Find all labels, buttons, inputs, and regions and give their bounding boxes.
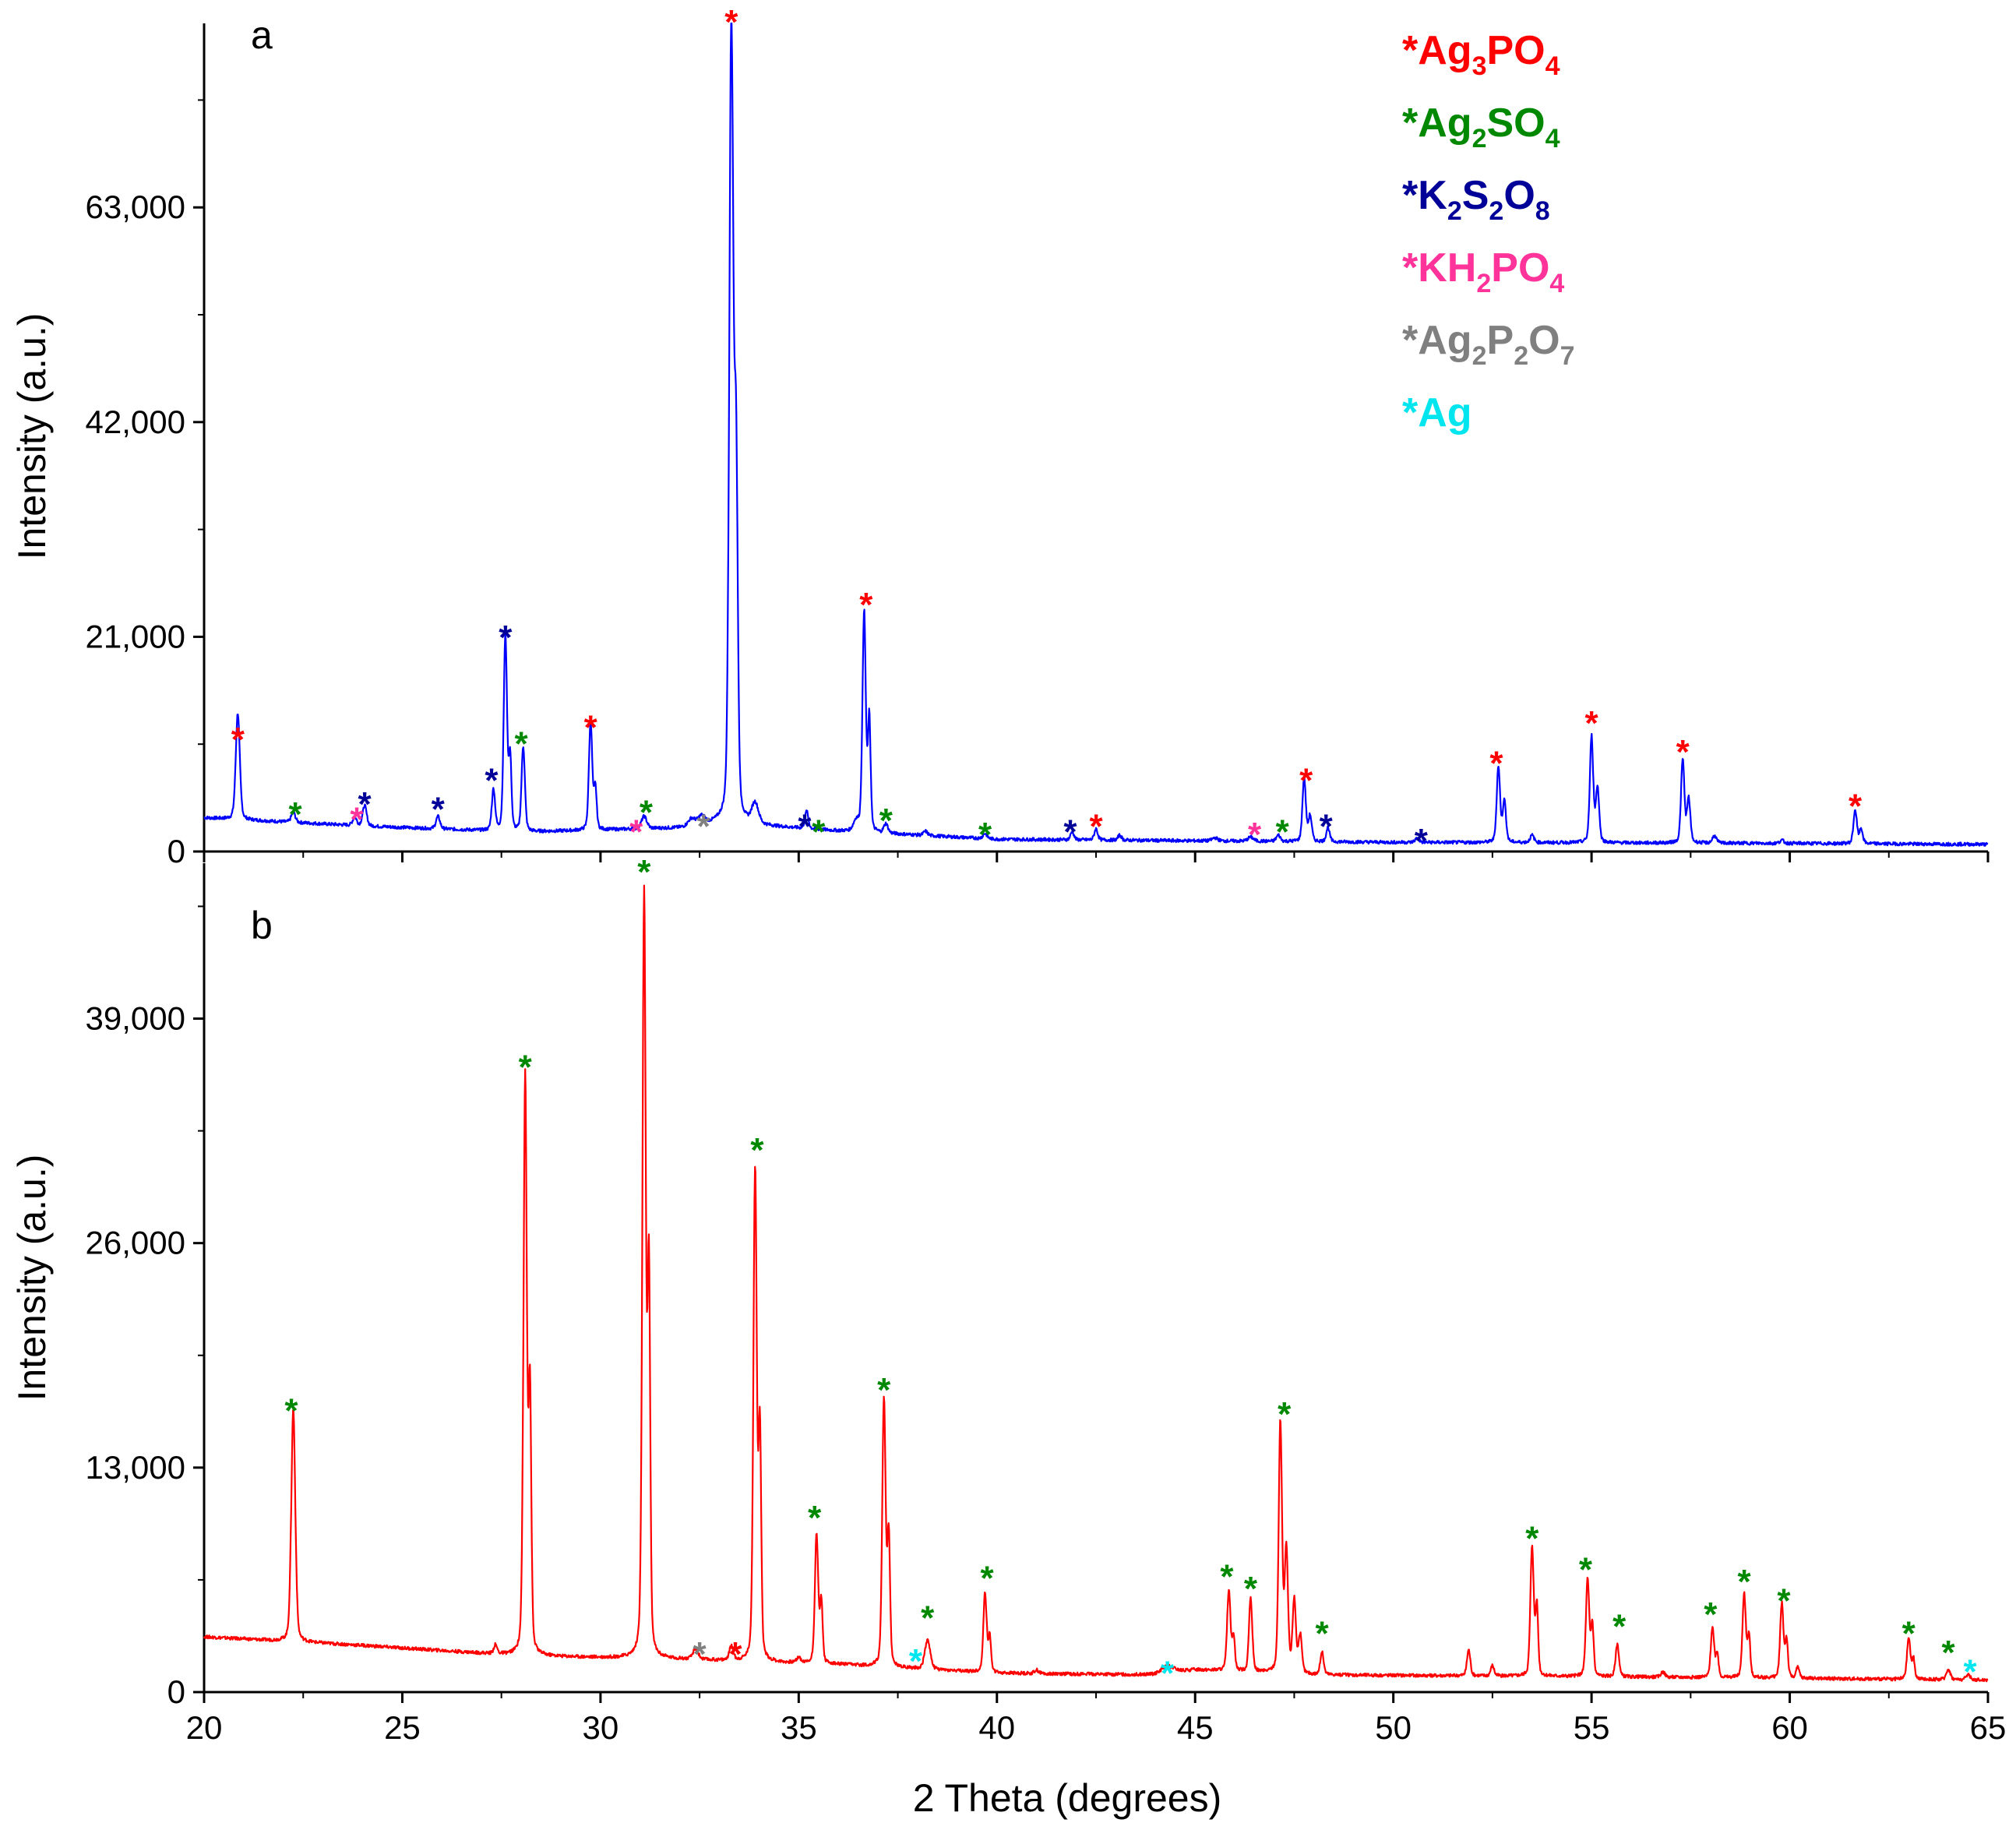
peak-marker: * bbox=[499, 619, 513, 657]
xrd-pattern-line bbox=[203, 22, 1989, 847]
xrd-pattern-line bbox=[203, 884, 1989, 1683]
peak-marker: * bbox=[921, 1599, 935, 1638]
peak-marker: * bbox=[284, 1392, 298, 1430]
panel-label: a bbox=[251, 13, 273, 57]
peak-marker: * bbox=[1244, 1570, 1258, 1608]
peak-marker: * bbox=[1579, 1551, 1593, 1589]
x-tick-label: 60 bbox=[1771, 1709, 1808, 1746]
peak-marker: * bbox=[1704, 1595, 1718, 1634]
x-tick-label: 20 bbox=[186, 1709, 223, 1746]
x-tick-label: 55 bbox=[1574, 1709, 1610, 1746]
peak-marker: * bbox=[1316, 1615, 1330, 1653]
peak-marker: * bbox=[1777, 1581, 1791, 1620]
peak-marker: * bbox=[637, 853, 651, 891]
peak-marker: * bbox=[1248, 816, 1262, 854]
x-tick-label: 30 bbox=[583, 1709, 619, 1746]
y-tick-label: 39,000 bbox=[86, 1000, 185, 1037]
peak-marker: * bbox=[485, 762, 499, 800]
peak-marker: * bbox=[1585, 704, 1599, 742]
peak-marker: * bbox=[1942, 1634, 1956, 1672]
legend-entry: *Ag3PO4 bbox=[1402, 28, 1560, 81]
peak-marker: * bbox=[1089, 808, 1103, 846]
y-tick-label: 13,000 bbox=[86, 1449, 185, 1486]
x-tick-label: 50 bbox=[1375, 1709, 1412, 1746]
y-tick-label: 42,000 bbox=[86, 404, 185, 440]
peak-marker: * bbox=[798, 808, 812, 846]
y-tick-label: 0 bbox=[167, 1673, 185, 1710]
x-tick-label: 65 bbox=[1970, 1709, 2007, 1746]
peak-marker: * bbox=[1161, 1655, 1175, 1693]
peak-marker: * bbox=[1525, 1520, 1539, 1558]
x-axis-title: 2 Theta (degrees) bbox=[913, 1776, 1222, 1820]
peak-marker: * bbox=[1063, 813, 1077, 851]
peak-marker: * bbox=[750, 1131, 764, 1169]
y-axis-title: Intensity (a.u.) bbox=[10, 1155, 54, 1402]
peak-marker: * bbox=[812, 813, 826, 851]
legend-entry: *Ag2SO4 bbox=[1402, 100, 1560, 153]
peak-marker: * bbox=[697, 808, 711, 846]
peak-marker: * bbox=[1299, 762, 1313, 800]
legend-entry: *Ag bbox=[1402, 390, 1472, 435]
peak-marker: * bbox=[859, 586, 873, 624]
peak-marker: * bbox=[879, 802, 893, 840]
y-tick-label: 0 bbox=[167, 833, 185, 869]
x-tick-label: 45 bbox=[1177, 1709, 1214, 1746]
peak-marker: * bbox=[909, 1642, 923, 1680]
panel-label: b bbox=[251, 904, 273, 947]
peak-marker: * bbox=[1278, 1395, 1292, 1433]
peak-marker: * bbox=[1902, 1615, 1916, 1653]
peak-marker: * bbox=[1612, 1608, 1627, 1646]
peak-marker: * bbox=[231, 721, 245, 759]
y-tick-label: 26,000 bbox=[86, 1225, 185, 1261]
x-tick-label: 25 bbox=[384, 1709, 421, 1746]
peak-marker: * bbox=[358, 785, 372, 823]
y-tick-label: 21,000 bbox=[86, 618, 185, 654]
peak-marker: * bbox=[1489, 744, 1503, 782]
peak-marker: * bbox=[432, 790, 446, 828]
peak-marker: * bbox=[515, 725, 529, 763]
legend-entry: *KH2PO4 bbox=[1402, 245, 1564, 298]
peak-marker: * bbox=[1676, 733, 1690, 771]
peak-marker: * bbox=[1849, 787, 1863, 825]
peak-marker: * bbox=[1220, 1557, 1234, 1595]
legend: *Ag3PO4 *Ag2SO4 *K2S2O8 *KH2PO4 *Ag2P2O7 *Ag bbox=[1402, 28, 1574, 435]
peak-marker: * bbox=[1276, 813, 1290, 851]
peak-marker: * bbox=[728, 1635, 742, 1673]
x-tick-label: 35 bbox=[781, 1709, 817, 1746]
y-axis-title: Intensity (a.u.) bbox=[10, 313, 54, 560]
peak-marker: * bbox=[1964, 1652, 1978, 1691]
peak-marker: * bbox=[980, 1560, 994, 1598]
peak-marker: * bbox=[1415, 822, 1429, 860]
peak-marker: * bbox=[629, 813, 643, 851]
y-tick-label: 63,000 bbox=[86, 189, 185, 225]
peak-marker: * bbox=[808, 1499, 822, 1537]
x-tick-label: 40 bbox=[978, 1709, 1015, 1746]
peak-marker: * bbox=[519, 1048, 533, 1086]
peak-marker: * bbox=[877, 1371, 891, 1409]
peak-marker: * bbox=[1737, 1563, 1751, 1601]
legend-entry: *K2S2O8 bbox=[1402, 173, 1550, 226]
peak-marker: * bbox=[978, 816, 992, 854]
peak-marker: * bbox=[1320, 808, 1334, 846]
peak-marker: * bbox=[724, 3, 738, 41]
x-axis-tick-labels: 20 25 30 35 40 45 50 55 60 65 bbox=[186, 1709, 2007, 1746]
peak-marker: * bbox=[640, 793, 654, 831]
peak-marker: * bbox=[584, 708, 598, 746]
legend-entry: *Ag2P2O7 bbox=[1402, 318, 1574, 371]
peak-marker: * bbox=[693, 1635, 707, 1673]
peak-marker: * bbox=[288, 795, 302, 834]
peak-marker: * bbox=[350, 801, 364, 839]
